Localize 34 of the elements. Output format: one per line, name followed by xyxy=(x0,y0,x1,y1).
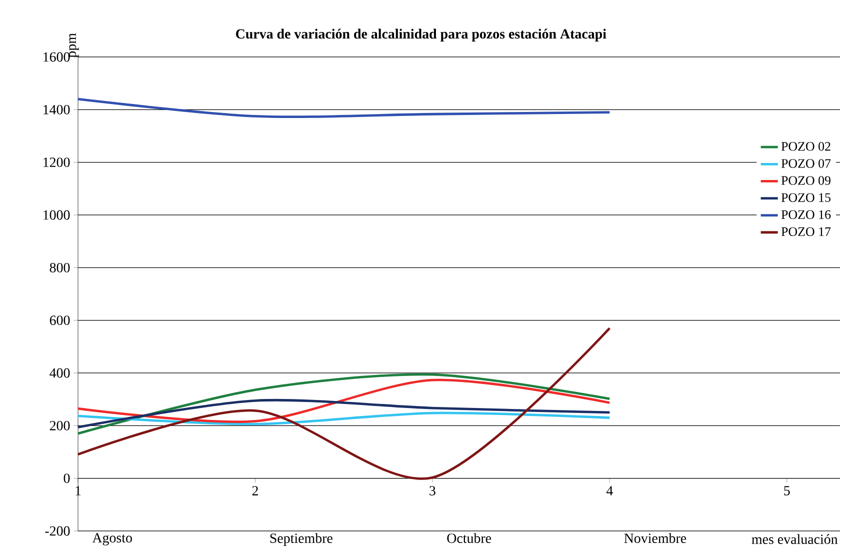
y-tick-label: 600 xyxy=(50,316,70,326)
y-tick-label: 200 xyxy=(50,420,70,430)
y-tick-label: -200 xyxy=(45,526,70,536)
y-tick-label: 1400 xyxy=(44,104,70,114)
legend-label: POZO 09 xyxy=(781,176,830,185)
chart-title: Curva de variación de alcalinidad para pozos estación Atacapi xyxy=(236,28,606,42)
legend-label: POZO 02 xyxy=(781,142,830,151)
text: Agosto xyxy=(92,533,132,546)
y-tick-label: 400 xyxy=(50,368,70,378)
line-series xyxy=(76,398,611,428)
text: Octubre xyxy=(447,533,492,543)
legend-label: POZO 17 xyxy=(781,227,831,236)
y-tick-label: 800 xyxy=(50,262,70,272)
legend-label: POZO 16 xyxy=(781,210,831,219)
line-series xyxy=(76,373,611,435)
x-axis-title: mes evaluación xyxy=(752,534,838,544)
text: Noviembre xyxy=(624,533,686,543)
x-tick-label: 1 xyxy=(76,486,81,496)
x-tick-label: 5 xyxy=(784,486,790,496)
y-tick-label: 1200 xyxy=(44,158,70,168)
line-series xyxy=(76,327,611,480)
legend-label: POZO 15 xyxy=(781,193,830,202)
y-tick-label: 0 xyxy=(64,474,70,484)
x-tick-label: 3 xyxy=(430,486,436,496)
line-series xyxy=(76,378,611,423)
y-tick-label: 1600 xyxy=(44,52,70,62)
line-series xyxy=(76,98,611,118)
x-tick-label: 4 xyxy=(606,486,613,496)
x-tick-label: 2 xyxy=(252,486,258,496)
text: Septiembre xyxy=(270,533,332,546)
y-axis-title: ppm xyxy=(69,33,79,58)
line-series xyxy=(76,412,611,426)
legend-label: POZO 07 xyxy=(781,159,831,168)
y-tick-label: 1000 xyxy=(44,210,70,220)
